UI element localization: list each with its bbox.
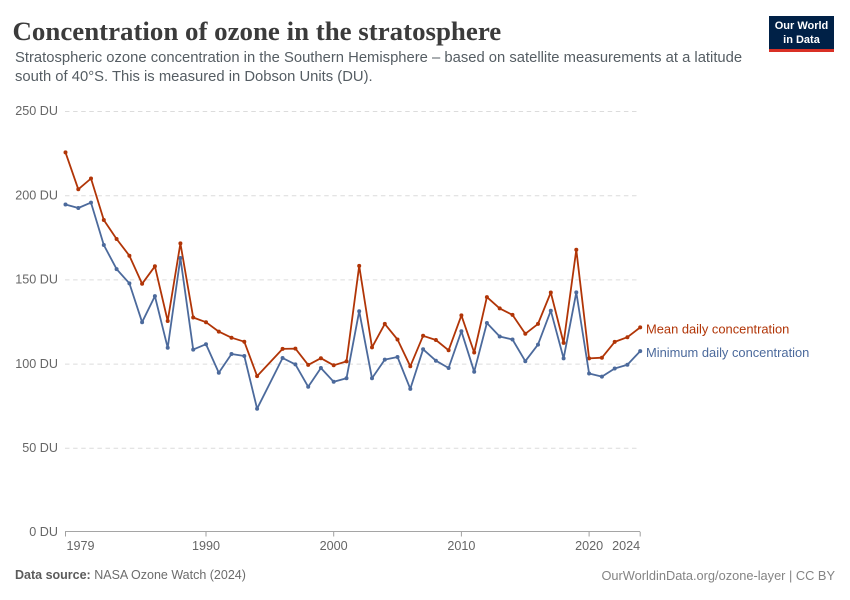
svg-text:200 DU: 200 DU (15, 188, 58, 202)
svg-text:Mean daily concentration: Mean daily concentration (646, 322, 789, 337)
svg-text:2000: 2000 (320, 539, 348, 553)
svg-text:2020: 2020 (575, 539, 603, 553)
svg-text:150 DU: 150 DU (15, 273, 58, 287)
svg-text:50 DU: 50 DU (22, 441, 58, 455)
svg-text:0 DU: 0 DU (29, 525, 58, 539)
svg-text:2010: 2010 (447, 539, 475, 553)
svg-text:250 DU: 250 DU (15, 104, 58, 118)
svg-text:1990: 1990 (192, 539, 220, 553)
svg-text:Minimum daily concentration: Minimum daily concentration (646, 345, 809, 360)
svg-text:1979: 1979 (67, 539, 95, 553)
svg-text:100 DU: 100 DU (15, 357, 58, 371)
svg-text:2024: 2024 (612, 539, 640, 553)
